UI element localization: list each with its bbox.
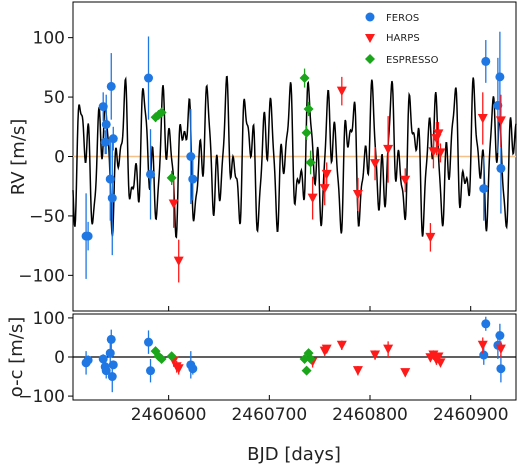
legend-espresso-marker: [365, 54, 375, 64]
espresso-point: [301, 365, 312, 376]
feros-point: [496, 364, 506, 374]
espresso-point: [305, 353, 316, 364]
harps-point: [435, 148, 446, 158]
harps-point: [321, 169, 332, 180]
feros-point: [107, 372, 117, 382]
x-tick-label: 2460800: [332, 405, 408, 425]
harps-point: [433, 352, 444, 362]
feros-point: [83, 355, 93, 365]
feros-point: [105, 348, 115, 358]
legend-feros-label: FEROS: [386, 13, 419, 24]
residuals-y-axis-label: o-c [m/s]: [6, 317, 27, 397]
feros-point: [106, 81, 116, 91]
feros-point: [495, 72, 505, 82]
legend-harps-label: HARPS: [386, 33, 420, 44]
y-tick-label: −100: [18, 387, 65, 407]
harps-point: [425, 232, 436, 243]
harps-point: [352, 366, 363, 376]
model-curve-line: [72, 75, 517, 239]
harps-point: [477, 340, 488, 351]
harps-point: [383, 144, 394, 155]
feros-point: [479, 184, 489, 194]
feros-point: [98, 354, 108, 364]
rv-data-points: [81, 31, 506, 283]
harps-point: [173, 256, 184, 267]
feros-point: [144, 337, 154, 347]
harps-point: [495, 116, 506, 126]
harps-point: [336, 86, 347, 97]
feros-point: [479, 350, 489, 360]
feros-point: [188, 174, 198, 184]
harps-point: [435, 358, 446, 368]
espresso-point: [301, 127, 312, 138]
harps-point: [168, 199, 179, 210]
feros-point: [98, 102, 108, 112]
espresso-point: [303, 103, 314, 114]
espresso-point: [156, 353, 167, 364]
rv-panel: −100 −50 0 50 100 RV [m/s] FEROS HARPS ESPRE…: [8, 1, 517, 312]
feros-point: [107, 193, 117, 203]
legend: FEROS HARPS ESPRESSO: [365, 12, 439, 66]
y-tick-label: 100: [33, 309, 65, 329]
feros-point: [495, 331, 505, 340]
harps-point: [370, 350, 381, 361]
feros-point: [105, 174, 115, 184]
y-tick-label: 100: [33, 29, 65, 49]
feros-point: [188, 364, 198, 374]
feros-point: [108, 134, 118, 144]
y-tick-label: 50: [43, 88, 65, 108]
feros-point: [83, 231, 93, 241]
x-tick-label: 2460600: [131, 405, 207, 425]
harps-point: [352, 190, 363, 200]
residuals-panel: −100 0 100 2460600 2460700 2460800 2460900 o-…: [6, 306, 517, 465]
espresso-point: [299, 73, 310, 84]
harps-point: [307, 193, 318, 204]
feros-point: [144, 73, 154, 83]
espresso-point: [166, 351, 177, 362]
residuals-x-ticks: 2460600 2460700 2460800 2460900: [131, 306, 509, 425]
y-tick-label: 0: [54, 348, 65, 368]
harps-point: [495, 344, 506, 355]
y-tick-label: 0: [54, 148, 65, 168]
legend-espresso-label: ESPRESSO: [386, 55, 439, 66]
espresso-point: [305, 157, 316, 168]
y-tick-label: −100: [18, 266, 65, 286]
y-tick-label: −50: [29, 207, 65, 227]
harps-point: [400, 175, 411, 186]
feros-point: [101, 366, 111, 376]
harps-point: [321, 344, 332, 355]
harps-point: [383, 344, 394, 355]
x-tick-label: 2460900: [433, 405, 509, 425]
rv-y-axis-label: RV [m/s]: [8, 119, 29, 196]
rv-model-curve: [72, 75, 517, 239]
x-axis-label: BJD [days]: [247, 444, 341, 465]
espresso-point: [156, 107, 167, 118]
harps-point: [433, 129, 444, 139]
harps-point: [319, 184, 330, 194]
harps-point: [173, 364, 184, 374]
residuals-data-points: [81, 316, 506, 393]
espresso-point: [166, 172, 177, 183]
harps-point: [336, 340, 347, 351]
residuals-y-ticks: −100 0 100: [18, 309, 73, 407]
legend-feros-marker: [365, 12, 375, 22]
feros-point: [101, 119, 111, 129]
harps-point: [477, 113, 488, 124]
feros-point: [496, 163, 506, 173]
feros-point: [146, 366, 156, 376]
feros-point: [100, 137, 110, 147]
legend-harps-marker: [365, 34, 375, 43]
harps-point: [370, 159, 381, 169]
feros-point: [481, 319, 491, 329]
feros-point: [481, 56, 491, 66]
feros-point: [108, 360, 118, 370]
harps-point: [400, 368, 411, 378]
feros-point: [146, 169, 156, 179]
feros-point: [106, 334, 116, 344]
rv-y-ticks: −100 −50 0 50 100: [18, 29, 73, 286]
x-tick-label: 2460700: [231, 405, 307, 425]
feros-point: [186, 152, 196, 161]
